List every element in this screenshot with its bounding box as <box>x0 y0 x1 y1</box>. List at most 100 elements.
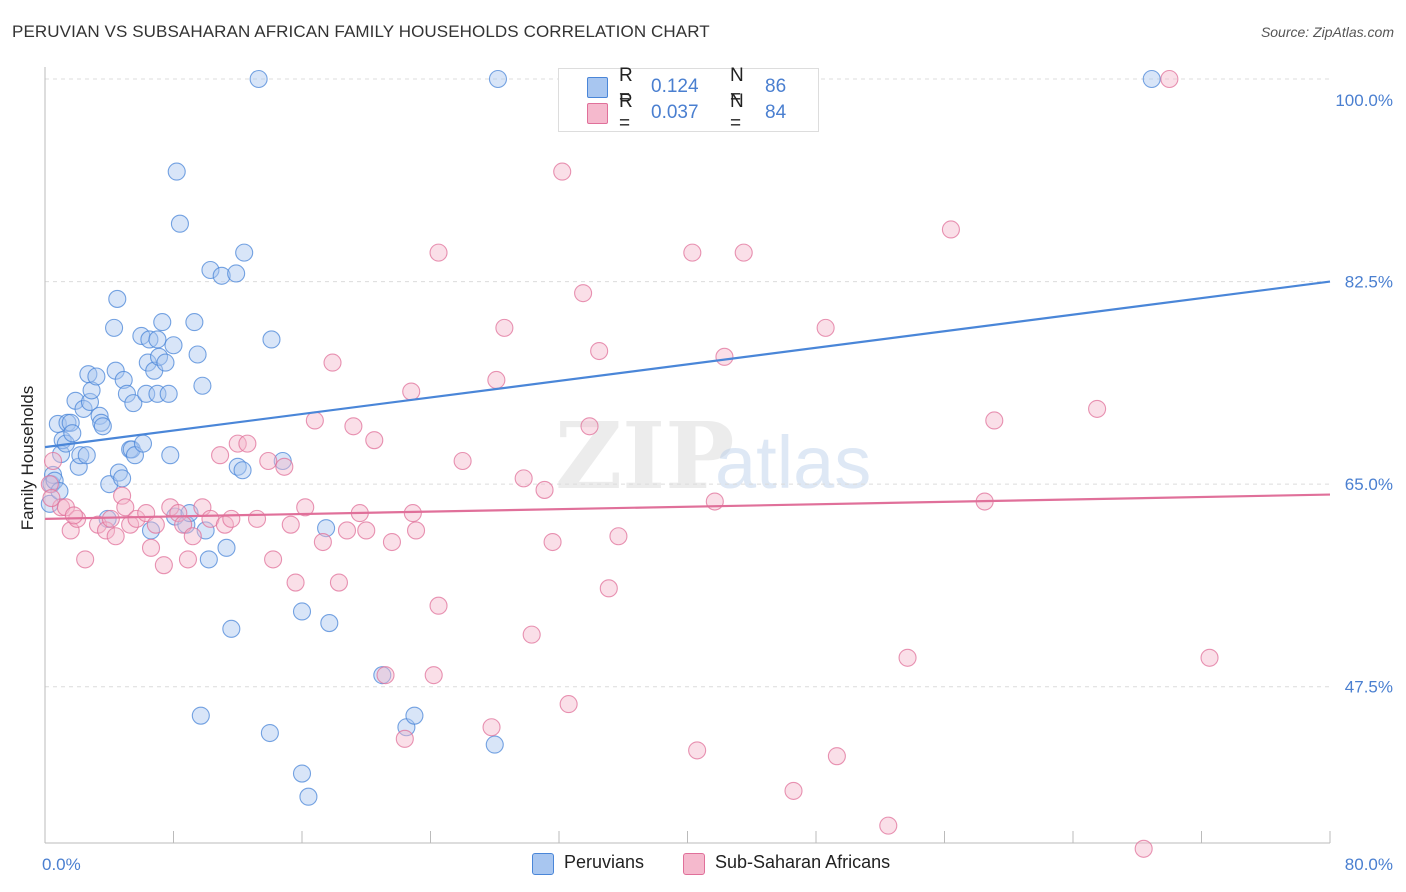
gridlines <box>45 78 1330 688</box>
africans-point <box>106 527 125 546</box>
watermark-atlas: atlas <box>715 421 871 504</box>
africans-point <box>453 451 472 471</box>
africans-point <box>344 417 363 436</box>
peruvian-point <box>193 376 212 395</box>
peruvian-point <box>217 538 236 557</box>
peruvian-point <box>124 394 143 413</box>
africans-point <box>40 475 59 494</box>
peruvian-point <box>262 330 281 349</box>
africans-point <box>211 446 230 465</box>
africans-point <box>154 556 173 575</box>
n-value: 86 <box>765 76 787 97</box>
africans-point <box>127 509 146 528</box>
peruvian-point <box>117 384 136 403</box>
africans-point <box>247 509 267 528</box>
africans-point <box>941 220 960 239</box>
stats-legend: R = 0.124 N = 86 R = 0.037 N = 84 <box>558 65 819 134</box>
africans-point <box>357 521 376 540</box>
africans-point <box>178 550 198 569</box>
africans-point <box>429 596 448 615</box>
peruvian-point <box>113 469 132 488</box>
africans-point <box>52 498 71 517</box>
africans-point <box>590 341 609 361</box>
y-tick-label: 47.5% <box>1345 678 1393 697</box>
africans-point <box>535 480 554 499</box>
peruvian-point <box>82 381 101 400</box>
africans-point <box>146 515 165 534</box>
africans-point <box>337 521 357 540</box>
africans-point <box>599 579 618 598</box>
legend-swatch-africans <box>683 853 705 875</box>
peruvian-point <box>227 264 246 283</box>
africans-point <box>1200 648 1219 667</box>
legend-swatch-peruvians <box>532 853 554 875</box>
axes <box>44 67 1331 844</box>
chart-source: Source: ZipAtlas.com <box>1260 24 1394 40</box>
peruvian-point <box>105 318 124 337</box>
peruvian-point <box>114 370 133 390</box>
peruvian-point <box>148 330 167 349</box>
legend-label-africans: Sub-Saharan Africans <box>715 852 891 872</box>
r-value: 0.124 <box>651 76 699 97</box>
peruvian-point <box>235 243 254 262</box>
peruvian-point <box>161 446 180 465</box>
peruvian-point <box>222 619 241 638</box>
africans-point <box>228 434 247 453</box>
africans-point <box>222 509 241 528</box>
africans-point <box>406 521 426 540</box>
africans-point <box>64 506 83 525</box>
peruvian-point <box>188 345 207 364</box>
africans-point <box>1160 69 1179 89</box>
africans-point <box>101 509 120 528</box>
africans-point <box>609 527 628 546</box>
peruvian-point <box>299 787 318 806</box>
peruvian-point <box>153 313 172 332</box>
africans-point <box>238 434 257 453</box>
africans-point <box>559 695 578 714</box>
peruvian-point <box>133 434 153 453</box>
y-tick-label: 65.0% <box>1345 475 1393 494</box>
peruvian-point <box>48 414 67 434</box>
peruvian-point <box>320 614 339 633</box>
peruvian-point <box>87 367 106 386</box>
legend-swatch-peruvians <box>587 77 608 98</box>
africans-point <box>116 498 135 517</box>
peruvian-point <box>109 463 128 482</box>
peruvian-point <box>405 706 424 725</box>
africans-point <box>816 318 835 337</box>
africans-point <box>715 347 734 366</box>
peruvian-point <box>201 260 220 280</box>
africans-point <box>296 498 315 517</box>
peruvian-point <box>45 471 64 490</box>
r-value: 0.037 <box>651 102 699 123</box>
africans-point <box>580 417 599 436</box>
peruvian-point <box>212 266 231 285</box>
peruvian-point <box>93 417 112 436</box>
africans-point <box>183 527 202 546</box>
africans-point <box>688 741 707 760</box>
africans-point <box>705 492 724 511</box>
peruvian-point <box>1142 69 1161 89</box>
africans-point <box>1088 399 1107 418</box>
n-label: N = <box>730 65 744 108</box>
africans-point <box>553 162 572 181</box>
peruvian-point <box>63 424 82 443</box>
chart-title: PERUVIAN VS SUBSAHARAN AFRICAN FAMILY HO… <box>12 22 710 41</box>
watermark-zip: ZIP <box>555 402 734 510</box>
peruvian-point <box>292 764 312 783</box>
africans-point <box>76 550 95 569</box>
africans-point <box>879 816 898 835</box>
africans-point <box>313 532 332 552</box>
africans-point <box>329 573 348 592</box>
r-label: R = <box>619 65 633 108</box>
africans-point <box>424 666 443 685</box>
peruvian-point <box>170 214 189 233</box>
africans-point <box>827 747 846 766</box>
africans-point <box>429 243 448 262</box>
africans-point <box>365 431 384 450</box>
africans-point <box>522 625 541 644</box>
africans-point <box>382 532 402 552</box>
peruvian-point <box>71 446 90 465</box>
africans-point <box>259 451 278 471</box>
y-tick-label: 100.0% <box>1335 91 1393 110</box>
